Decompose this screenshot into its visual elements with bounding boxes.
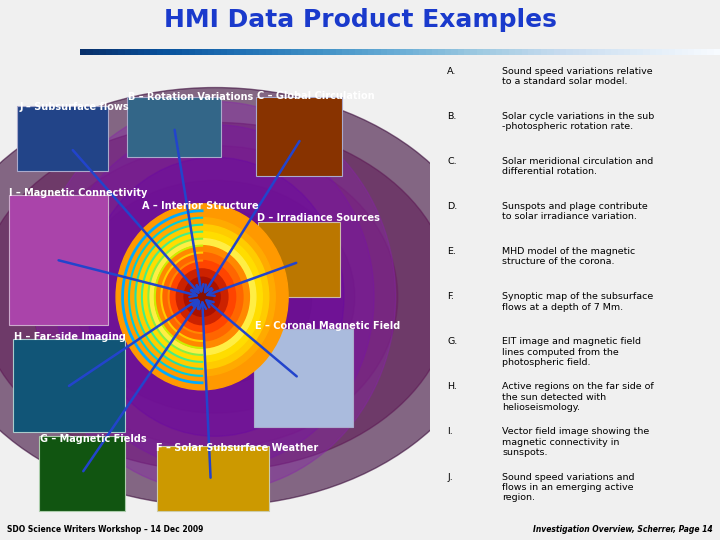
Ellipse shape <box>0 123 451 471</box>
Text: Vector field image showing the
magnetic connectivity in
sunspots.: Vector field image showing the magnetic … <box>503 428 649 457</box>
Bar <box>9 194 107 325</box>
Bar <box>157 446 269 511</box>
Bar <box>17 106 107 171</box>
Circle shape <box>184 277 220 316</box>
Circle shape <box>161 253 243 341</box>
Text: F.: F. <box>447 292 454 301</box>
Text: I – Magnetic Connectivity: I – Magnetic Connectivity <box>9 187 148 198</box>
Text: J.: J. <box>447 472 453 482</box>
Text: C.: C. <box>447 157 457 166</box>
Ellipse shape <box>0 87 495 506</box>
Text: J – Subsurface flows: J – Subsurface flows <box>19 102 129 111</box>
Ellipse shape <box>118 208 312 385</box>
Text: H.: H. <box>447 382 457 392</box>
Text: Solar meridional circulation and
differential rotation.: Solar meridional circulation and differe… <box>503 157 654 176</box>
Text: HMI Data Product Examples: HMI Data Product Examples <box>163 8 557 32</box>
Text: C – Global Circulation: C – Global Circulation <box>257 91 375 101</box>
Bar <box>256 97 342 176</box>
Ellipse shape <box>76 180 355 413</box>
Text: H – Far-side Imaging: H – Far-side Imaging <box>14 332 125 342</box>
Circle shape <box>155 246 249 348</box>
Text: Active regions on the far side of
the sun detected with
helioseismology.: Active regions on the far side of the su… <box>503 382 654 412</box>
Circle shape <box>176 269 228 325</box>
Circle shape <box>116 204 288 390</box>
Text: Sound speed variations and
flows in an emerging active
region.: Sound speed variations and flows in an e… <box>503 472 635 502</box>
Text: B.: B. <box>447 112 456 121</box>
Circle shape <box>35 102 395 492</box>
Circle shape <box>56 125 374 469</box>
Bar <box>13 339 125 431</box>
Text: F – Solar Subsurface Weather: F – Solar Subsurface Weather <box>156 443 318 453</box>
Text: G.: G. <box>447 338 458 346</box>
Circle shape <box>86 157 344 436</box>
Circle shape <box>142 232 262 362</box>
Text: G – Magnetic Fields: G – Magnetic Fields <box>40 434 146 444</box>
Ellipse shape <box>32 146 397 448</box>
Text: Solar cycle variations in the sub
-photospheric rotation rate.: Solar cycle variations in the sub -photo… <box>503 112 654 131</box>
Text: E.: E. <box>447 247 456 256</box>
Text: Synoptic map of the subsurface
flows at a depth of 7 Mm.: Synoptic map of the subsurface flows at … <box>503 292 654 312</box>
Bar <box>253 329 353 427</box>
Text: E – Coronal Magnetic Field: E – Coronal Magnetic Field <box>255 321 400 331</box>
Text: D – Irradiance Sources: D – Irradiance Sources <box>257 213 380 223</box>
Circle shape <box>129 218 275 376</box>
Text: MHD model of the magnetic
structure of the corona.: MHD model of the magnetic structure of t… <box>503 247 636 266</box>
Bar <box>258 222 340 297</box>
Bar <box>39 436 125 511</box>
Text: D.: D. <box>447 202 458 211</box>
Text: EIT image and magnetic field
lines computed from the
photospheric field.: EIT image and magnetic field lines compu… <box>503 338 642 367</box>
Circle shape <box>148 239 256 355</box>
Text: Sunspots and plage contribute
to solar irradiance variation.: Sunspots and plage contribute to solar i… <box>503 202 648 221</box>
Text: I.: I. <box>447 428 453 436</box>
Text: A.: A. <box>447 66 456 76</box>
Text: SDO Science Writers Workshop – 14 Dec 2009: SDO Science Writers Workshop – 14 Dec 20… <box>7 525 204 535</box>
Circle shape <box>168 260 235 333</box>
Text: A – Interior Structure: A – Interior Structure <box>142 201 258 212</box>
Text: Sound speed variations relative
to a standard solar model.: Sound speed variations relative to a sta… <box>503 66 653 86</box>
Circle shape <box>135 225 269 369</box>
Circle shape <box>192 285 213 308</box>
Bar <box>127 97 222 157</box>
Text: B – Rotation Variations: B – Rotation Variations <box>127 92 253 102</box>
Text: Investigation Overview, Scherrer, Page 14: Investigation Overview, Scherrer, Page 1… <box>534 525 713 535</box>
